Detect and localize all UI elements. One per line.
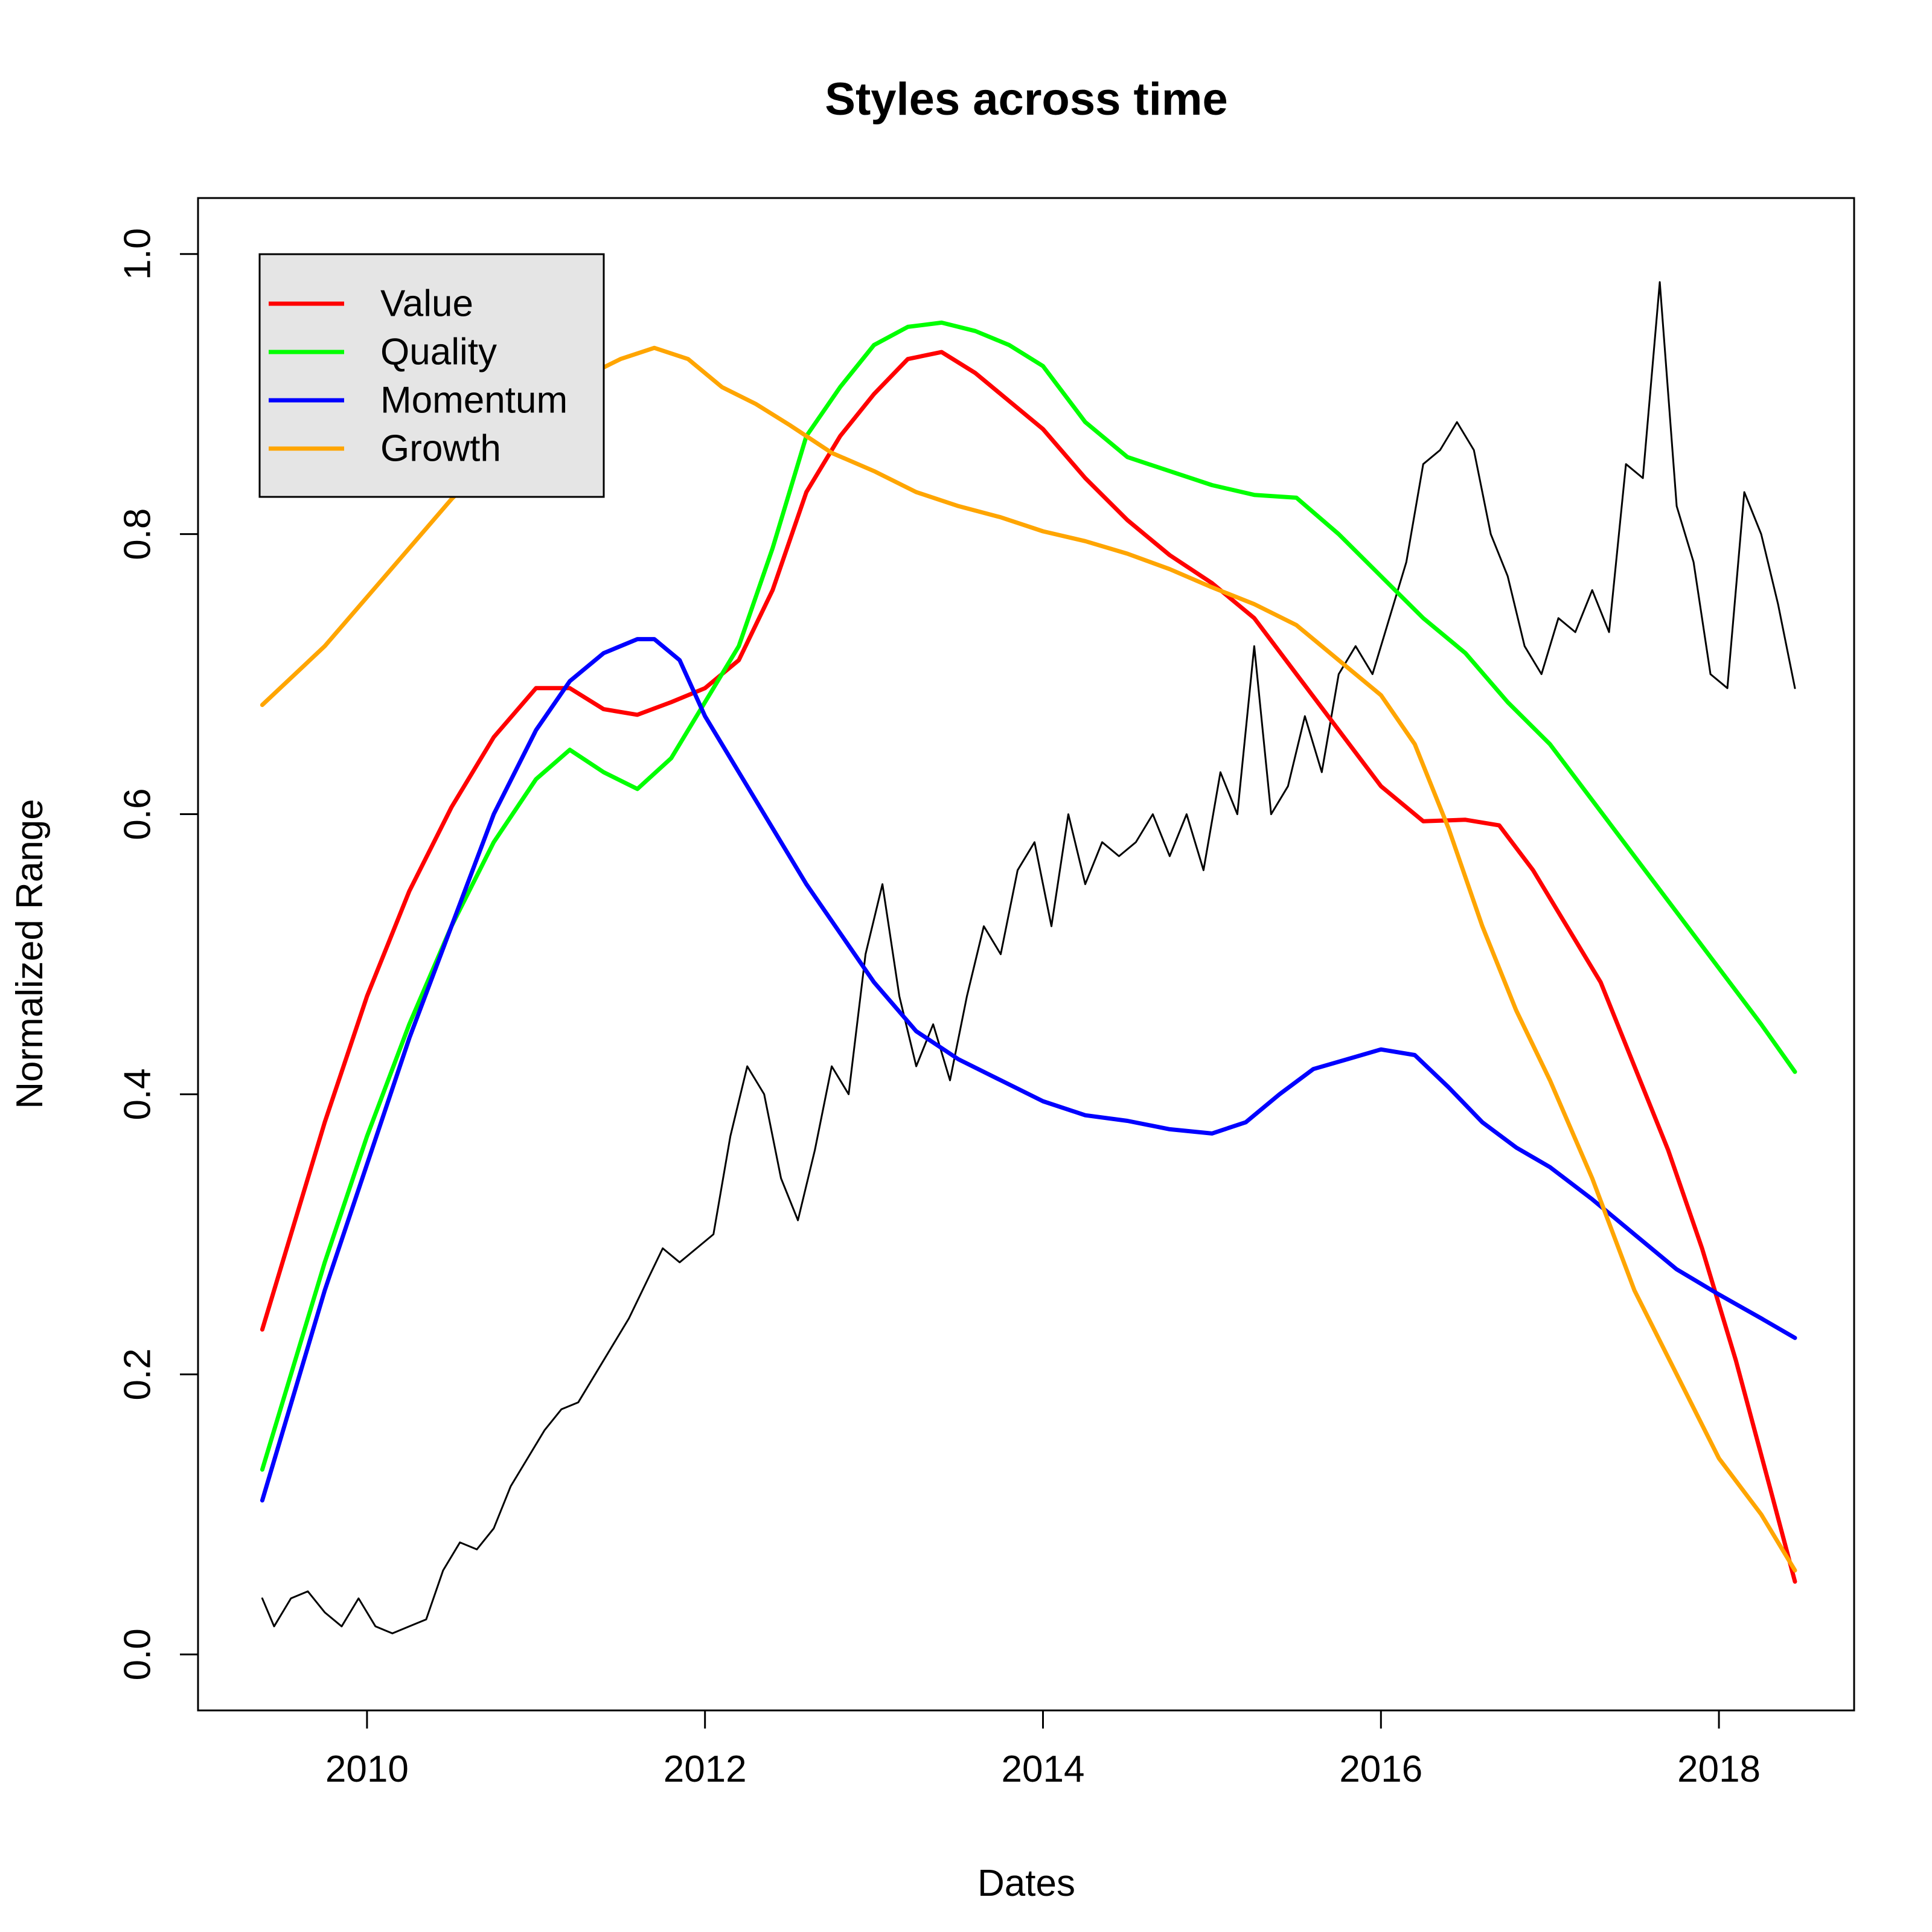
x-axis-ticks: 2010 2012 2014 2016 2018	[325, 1710, 1761, 1790]
legend: Value Quality Momentum Growth	[258, 253, 605, 498]
x-tick-label-2016: 2016	[1339, 1748, 1422, 1790]
legend-items: Value Quality Momentum Growth	[269, 283, 568, 470]
y-axis-label: Normalized Range	[9, 799, 51, 1108]
series-line-quality	[260, 320, 1797, 1472]
y-tick-label-0.8: 0.8	[117, 508, 159, 560]
y-tick-label-0.6: 0.6	[117, 788, 159, 840]
legend-label-value: Value	[380, 283, 473, 325]
y-tick-label-0.0: 0.0	[117, 1628, 159, 1680]
series-line-black	[261, 281, 1796, 1634]
series-line-momentum	[260, 637, 1797, 1503]
x-axis-label: Dates	[977, 1863, 1075, 1904]
y-axis-ticks: 0.0 0.2 0.4 0.6 0.8 1.0	[117, 228, 198, 1680]
x-tick-label-2014: 2014	[1002, 1748, 1085, 1790]
legend-label-quality: Quality	[380, 331, 497, 373]
legend-box	[258, 253, 605, 498]
legend-label-momentum: Momentum	[380, 380, 568, 421]
y-tick-label-0.2: 0.2	[117, 1348, 159, 1400]
x-tick-label-2010: 2010	[325, 1748, 409, 1790]
y-tick-label-1.0: 1.0	[117, 228, 159, 280]
legend-label-growth: Growth	[380, 428, 501, 470]
chart-title: Styles across time	[825, 74, 1228, 125]
x-tick-label-2018: 2018	[1677, 1748, 1761, 1790]
x-tick-label-2012: 2012	[664, 1748, 747, 1790]
y-tick-label-0.4: 0.4	[117, 1068, 159, 1120]
